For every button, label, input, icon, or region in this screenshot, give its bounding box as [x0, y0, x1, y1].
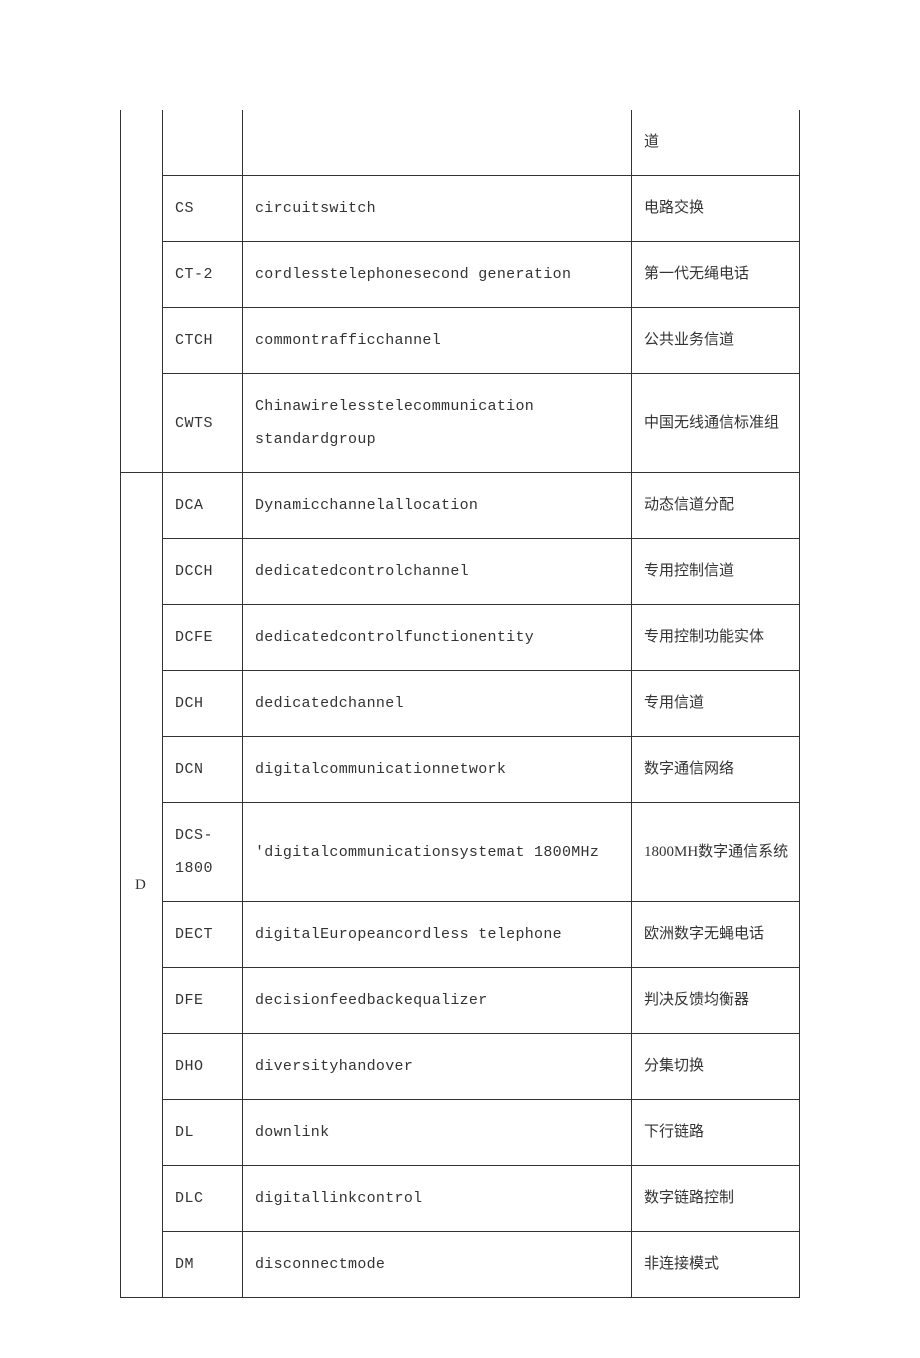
table-row: DCS-1800'digitalcommunicationsystemat 18…: [121, 803, 800, 902]
english-cell: Dynamicchannelallocation: [243, 473, 632, 539]
table-row: DHOdiversityhandover分集切换: [121, 1034, 800, 1100]
chinese-cell: 专用控制功能实体: [632, 605, 800, 671]
chinese-cell: 道: [632, 110, 800, 176]
abbr-cell: DECT: [163, 902, 243, 968]
english-cell: digitallinkcontrol: [243, 1166, 632, 1232]
chinese-cell: 动态信道分配: [632, 473, 800, 539]
english-cell: circuitswitch: [243, 176, 632, 242]
abbr-cell: DCH: [163, 671, 243, 737]
english-cell: digitalcommunicationnetwork: [243, 737, 632, 803]
chinese-cell: 判决反馈均衡器: [632, 968, 800, 1034]
abbr-cell: CT-2: [163, 242, 243, 308]
chinese-cell: 数字通信网络: [632, 737, 800, 803]
table-row: DFEdecisionfeedbackequalizer判决反馈均衡器: [121, 968, 800, 1034]
chinese-cell: 数字链路控制: [632, 1166, 800, 1232]
table-row: CT-2cordlesstelephonesecond generation第一…: [121, 242, 800, 308]
table-row: DLCdigitallinkcontrol数字链路控制: [121, 1166, 800, 1232]
letter-cell: D: [121, 473, 163, 1298]
letter-cell: [121, 110, 163, 473]
abbr-cell: DCN: [163, 737, 243, 803]
table-row: DCNdigitalcommunicationnetwork数字通信网络: [121, 737, 800, 803]
abbr-cell: [163, 110, 243, 176]
chinese-cell: 非连接模式: [632, 1232, 800, 1298]
chinese-cell: 1800MH数字通信系统: [632, 803, 800, 902]
english-cell: dedicatedcontrolfunctionentity: [243, 605, 632, 671]
abbr-cell: DCCH: [163, 539, 243, 605]
english-cell: decisionfeedbackequalizer: [243, 968, 632, 1034]
abbr-cell: DM: [163, 1232, 243, 1298]
table-row: DECTdigitalEuropeancordless telephone欧洲数…: [121, 902, 800, 968]
abbr-cell: DHO: [163, 1034, 243, 1100]
abbr-cell: DFE: [163, 968, 243, 1034]
english-cell: downlink: [243, 1100, 632, 1166]
chinese-cell: 中国无线通信标准组: [632, 374, 800, 473]
chinese-cell: 欧洲数字无蝇电话: [632, 902, 800, 968]
chinese-cell: 分集切换: [632, 1034, 800, 1100]
table-row: DMdisconnectmode非连接模式: [121, 1232, 800, 1298]
english-cell: Chinawirelesstelecommunication standardg…: [243, 374, 632, 473]
table-row: CScircuitswitch电路交换: [121, 176, 800, 242]
chinese-cell: 专用控制信道: [632, 539, 800, 605]
chinese-cell: 专用信道: [632, 671, 800, 737]
table-row: DCFEdedicatedcontrolfunctionentity专用控制功能…: [121, 605, 800, 671]
chinese-cell: 公共业务信道: [632, 308, 800, 374]
abbr-cell: DCA: [163, 473, 243, 539]
table-row: DCCHdedicatedcontrolchannel专用控制信道: [121, 539, 800, 605]
table-row: DLdownlink下行链路: [121, 1100, 800, 1166]
table-body: 道CScircuitswitch电路交换CT-2cordlesstelephon…: [121, 110, 800, 1298]
english-cell: dedicatedcontrolchannel: [243, 539, 632, 605]
english-cell: 'digitalcommunicationsystemat 1800MHz: [243, 803, 632, 902]
glossary-table: 道CScircuitswitch电路交换CT-2cordlesstelephon…: [120, 110, 800, 1298]
table-row: CTCHcommontrafficchannel公共业务信道: [121, 308, 800, 374]
abbr-cell: DL: [163, 1100, 243, 1166]
table-row: DDCADynamicchannelallocation动态信道分配: [121, 473, 800, 539]
abbr-cell: CTCH: [163, 308, 243, 374]
table-row: CWTSChinawirelesstelecommunication stand…: [121, 374, 800, 473]
english-cell: disconnectmode: [243, 1232, 632, 1298]
chinese-cell: 电路交换: [632, 176, 800, 242]
english-cell: commontrafficchannel: [243, 308, 632, 374]
english-cell: [243, 110, 632, 176]
table-row: 道: [121, 110, 800, 176]
abbr-cell: DCS-1800: [163, 803, 243, 902]
chinese-cell: 下行链路: [632, 1100, 800, 1166]
abbr-cell: CWTS: [163, 374, 243, 473]
abbr-cell: DLC: [163, 1166, 243, 1232]
chinese-cell: 第一代无绳电话: [632, 242, 800, 308]
abbr-cell: DCFE: [163, 605, 243, 671]
english-cell: cordlesstelephonesecond generation: [243, 242, 632, 308]
english-cell: digitalEuropeancordless telephone: [243, 902, 632, 968]
abbr-cell: CS: [163, 176, 243, 242]
english-cell: diversityhandover: [243, 1034, 632, 1100]
english-cell: dedicatedchannel: [243, 671, 632, 737]
table-row: DCHdedicatedchannel专用信道: [121, 671, 800, 737]
